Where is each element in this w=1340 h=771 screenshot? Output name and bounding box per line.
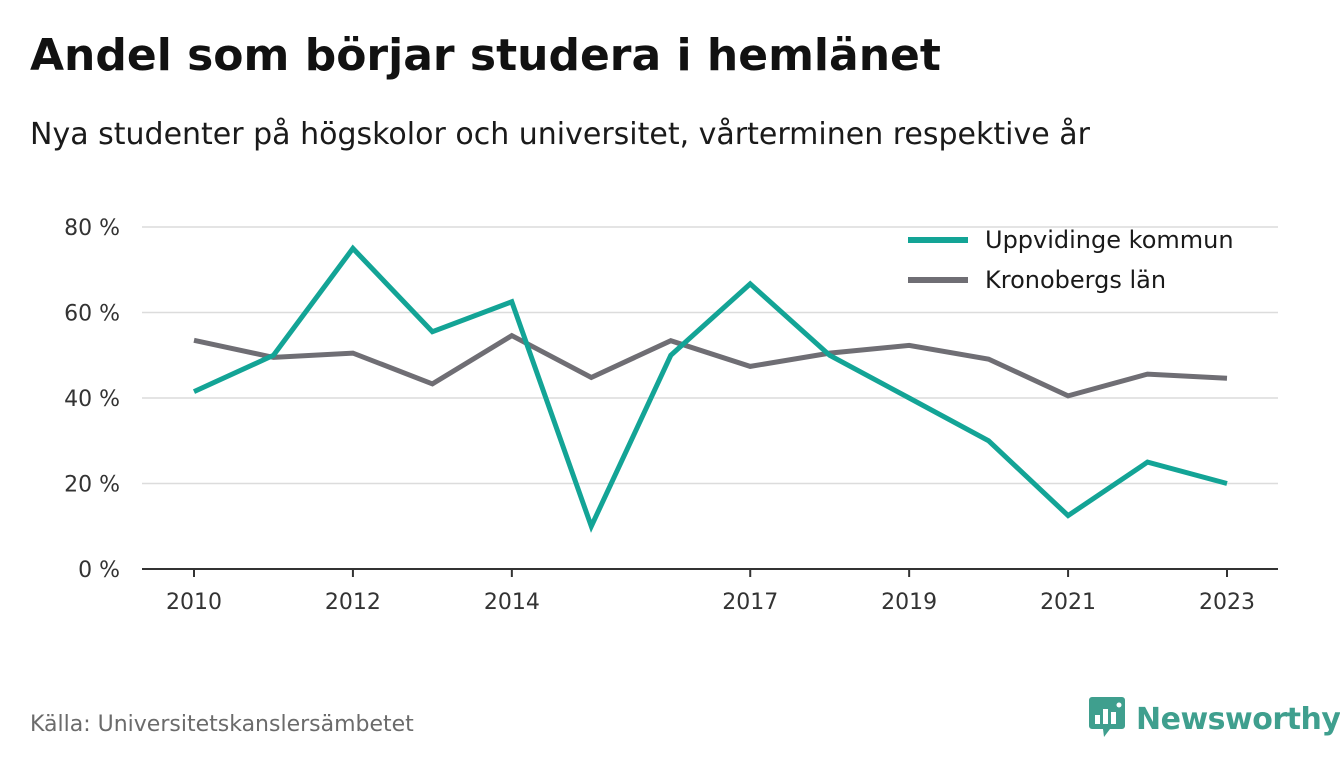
series-line-1 [193,332,1228,399]
source-note: Källa: Universitetskanslersämbetet [30,712,414,737]
x-tick-label: 2010 [166,590,222,615]
x-tick-label: 2023 [1199,590,1255,615]
chart-title: Andel som börjar studera i hemlänet [30,30,941,81]
series-line-0 [192,244,1228,533]
y-tick-label: 20 % [64,473,120,498]
legend: Uppvidinge kommun Kronobergs län [908,226,1234,294]
series-lines [192,244,1228,533]
y-axis-ticks: 0 % 20 % 40 % 60 % 80 % [64,216,120,583]
y-tick-label: 40 % [64,387,120,412]
y-tick-label: 80 % [64,216,120,241]
x-tick-label: 2019 [881,590,937,615]
line-chart: 0 % 20 % 40 % 60 % 80 % 2010 2012 2014 2017 2019… [64,216,1278,615]
x-tick-label: 2012 [325,590,381,615]
y-tick-label: 60 % [64,302,120,327]
chart-subtitle: Nya studenter på högskolor och universit… [30,117,1090,152]
newsworthy-logo-icon [1088,695,1126,744]
brand-name: Newsworthy [1136,701,1340,737]
x-tick-label: 2021 [1040,590,1096,615]
x-tick-label: 2017 [722,590,778,615]
y-tick-label: 0 % [78,558,120,583]
x-axis: 2010 2012 2014 2017 2019 2021 2023 [142,568,1278,615]
x-tick-label: 2014 [484,590,540,615]
grid-lines [142,226,1278,485]
legend-label: Kronobergs län [985,266,1166,294]
legend-label: Uppvidinge kommun [985,226,1234,254]
brand-logo[interactable]: Newsworthy [1088,695,1340,744]
